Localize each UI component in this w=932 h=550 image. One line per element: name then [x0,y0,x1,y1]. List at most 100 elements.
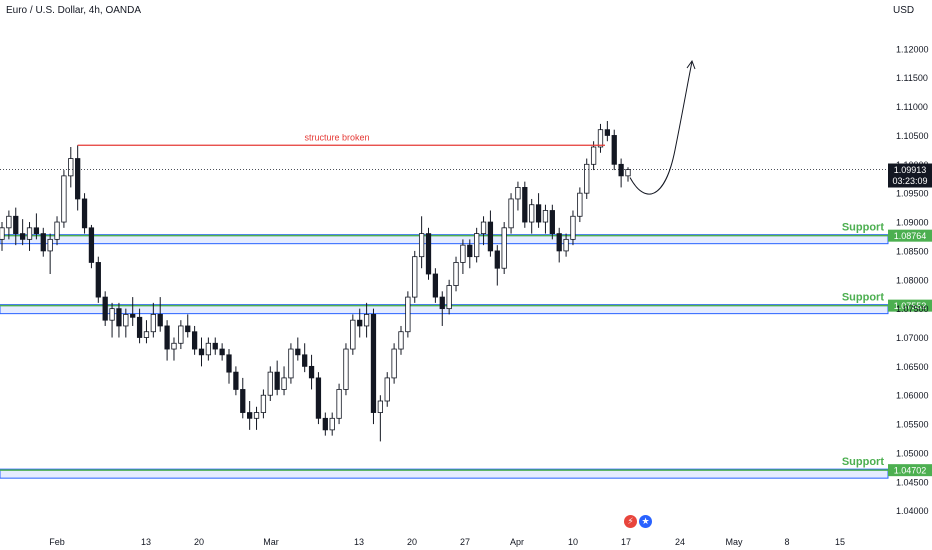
time-tick-label: 24 [675,537,685,547]
candle-body [329,417,335,431]
time-tick-label: 13 [141,537,151,547]
candle-body [370,314,377,413]
zone-price-tag-1 [888,229,932,242]
candle-body [178,325,184,344]
candle-body [47,238,53,252]
candle-body [6,215,12,229]
time-tick-label: 10 [568,537,578,547]
candle-body [130,314,136,318]
candle-body [384,377,390,402]
candle-body [281,377,287,390]
candle-body [267,371,273,396]
lightning-icon[interactable]: ⚡ [624,515,637,528]
candle-body [157,314,163,327]
candle-body [377,400,383,413]
candle-body [391,348,397,379]
candle-body [357,319,363,327]
candle-body [191,331,198,350]
projection-arrow [629,61,693,195]
price-tick-label: 1.08500 [896,246,929,256]
support-label-3: Support [842,456,884,468]
time-tick-label: Feb [49,537,65,547]
zone-price-tag-2 [888,299,932,312]
candlestick-series [0,121,631,442]
candle-body [136,316,143,338]
candle-body [198,348,205,356]
candle-body [535,204,542,223]
candle-body [604,129,610,136]
price-axis: 1.120001.115001.110001.105001.100001.095… [888,44,932,516]
candle-body [33,227,40,234]
price-tick-label: 1.07000 [896,333,929,343]
symbol-title: Euro / U.S. Dollar, 4h, OANDA [6,5,142,16]
candle-body [308,365,315,379]
candle-body [446,285,452,310]
candle-body [474,233,480,258]
candle-body [336,389,342,419]
candle-body [109,308,115,321]
time-tick-label: Mar [263,537,279,547]
candle-body [302,354,308,367]
candle-body [171,342,177,350]
candle-body [542,210,549,223]
candle-body [350,319,356,350]
candle-body [288,348,294,379]
candle-body [460,244,466,263]
candle-body [123,314,129,327]
candle-body [487,221,494,252]
candle-body [20,233,26,240]
currency-label: USD [893,5,915,16]
candle-body [618,163,624,177]
candle-body [529,204,535,223]
zone-price-text-1: 1.08764 [894,231,927,241]
price-tick-label: 1.11500 [896,73,928,83]
candle-body [240,389,246,413]
candle-body [418,233,425,258]
price-tick-label: 1.11000 [896,102,928,112]
candle-body [597,129,604,148]
candle-body [274,371,280,390]
time-tick-label: 27 [460,537,470,547]
candle-body [102,296,108,321]
time-tick-label: 15 [835,537,845,547]
candle-body [590,146,597,165]
annotations: structure broken [0,59,888,195]
price-tick-label: 1.04000 [896,506,929,516]
candle-body [611,135,617,165]
candle-body [584,163,590,194]
time-tick-label: 13 [354,537,364,547]
candle-body [515,187,521,200]
candle-body [116,308,122,327]
time-tick-label: 17 [621,537,631,547]
event-badges: ⚡ ★ [624,515,652,528]
candle-body [54,221,60,240]
time-tick-label: Apr [510,537,524,547]
us-flag-icon[interactable]: ★ [639,515,652,528]
candle-body [563,238,569,252]
support-zones: Support 1.08764 Support 1.07552 Support 1.047… [0,222,932,479]
candle-body [405,296,411,333]
candle-body [556,233,562,252]
candle-body [625,169,631,177]
price-tick-label: 1.08000 [896,275,929,285]
candle-body [150,314,156,333]
candle-body [253,412,260,419]
price-tick-label: 1.09500 [896,189,929,199]
candle-body [494,250,500,269]
candle-body [508,198,514,229]
candle-body [467,244,473,258]
zone-price-text-3: 1.04702 [894,466,927,476]
candle-body [398,331,404,350]
support-label-2: Support [842,292,884,304]
price-tick-label: 1.05000 [896,448,929,458]
candle-body [164,325,170,350]
time-axis: Feb 13 20 Mar 13 20 27 Apr 10 17 24 May 8 15 [49,537,845,547]
candle-body [13,215,19,234]
candle-body [343,348,349,390]
candle-body [143,331,150,338]
candle-body [247,412,253,419]
candle-body [439,296,445,310]
candle-body [432,273,439,298]
candle-body [577,192,583,217]
